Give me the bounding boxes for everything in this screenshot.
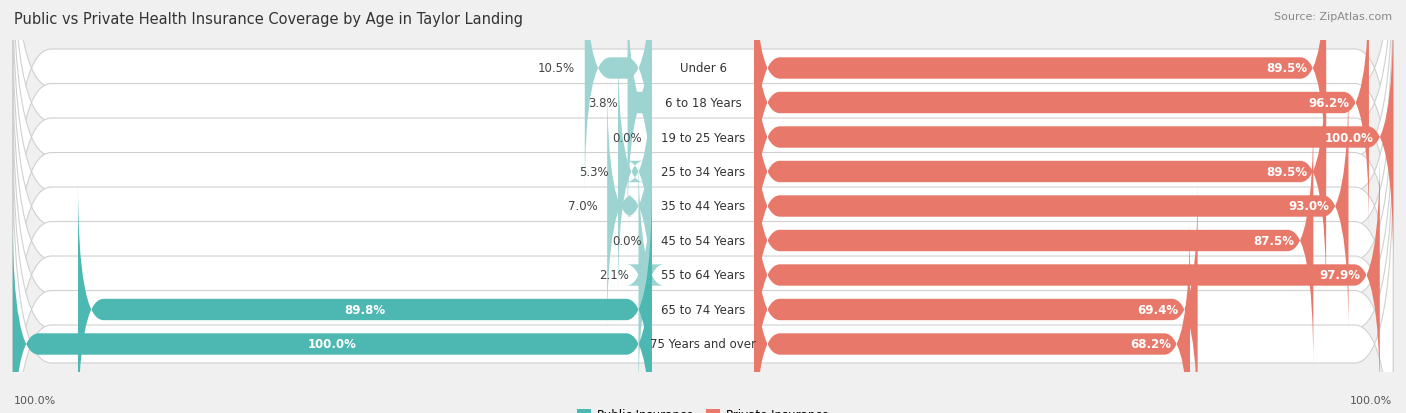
FancyBboxPatch shape [626, 0, 654, 230]
FancyBboxPatch shape [13, 217, 652, 413]
FancyBboxPatch shape [13, 0, 1393, 360]
Text: 100.0%: 100.0% [1350, 395, 1392, 405]
FancyBboxPatch shape [754, 114, 1313, 368]
Text: 25 to 34 Years: 25 to 34 Years [661, 166, 745, 178]
Text: 55 to 64 Years: 55 to 64 Years [661, 269, 745, 282]
Text: 10.5%: 10.5% [538, 62, 575, 75]
FancyBboxPatch shape [754, 148, 1379, 402]
Text: 100.0%: 100.0% [308, 338, 357, 351]
Text: 87.5%: 87.5% [1253, 235, 1294, 247]
FancyBboxPatch shape [754, 0, 1326, 196]
FancyBboxPatch shape [754, 217, 1189, 413]
Text: 0.0%: 0.0% [613, 235, 643, 247]
FancyBboxPatch shape [13, 0, 1393, 291]
FancyBboxPatch shape [754, 11, 1393, 265]
FancyBboxPatch shape [754, 45, 1326, 299]
Text: 68.2%: 68.2% [1130, 338, 1171, 351]
Text: Source: ZipAtlas.com: Source: ZipAtlas.com [1274, 12, 1392, 22]
FancyBboxPatch shape [13, 53, 1393, 413]
Text: 5.3%: 5.3% [579, 166, 609, 178]
FancyBboxPatch shape [619, 45, 652, 299]
FancyBboxPatch shape [754, 79, 1348, 334]
FancyBboxPatch shape [13, 19, 1393, 394]
Text: 19 to 25 Years: 19 to 25 Years [661, 131, 745, 144]
FancyBboxPatch shape [13, 0, 1393, 325]
FancyBboxPatch shape [626, 148, 664, 402]
Text: 93.0%: 93.0% [1288, 200, 1329, 213]
Text: 100.0%: 100.0% [1326, 131, 1374, 144]
Text: 69.4%: 69.4% [1137, 303, 1178, 316]
Text: 75 Years and over: 75 Years and over [650, 338, 756, 351]
Text: 2.1%: 2.1% [599, 269, 628, 282]
FancyBboxPatch shape [13, 122, 1393, 413]
Legend: Public Insurance, Private Insurance: Public Insurance, Private Insurance [572, 403, 834, 413]
Text: 89.5%: 89.5% [1265, 166, 1308, 178]
Text: 7.0%: 7.0% [568, 200, 598, 213]
Text: Public vs Private Health Insurance Coverage by Age in Taylor Landing: Public vs Private Health Insurance Cover… [14, 12, 523, 27]
Text: Under 6: Under 6 [679, 62, 727, 75]
Text: 89.8%: 89.8% [344, 303, 385, 316]
Text: 3.8%: 3.8% [588, 97, 619, 110]
FancyBboxPatch shape [585, 0, 652, 196]
FancyBboxPatch shape [754, 183, 1198, 413]
FancyBboxPatch shape [13, 157, 1393, 413]
FancyBboxPatch shape [754, 0, 1369, 230]
Text: 65 to 74 Years: 65 to 74 Years [661, 303, 745, 316]
Text: 97.9%: 97.9% [1320, 269, 1361, 282]
FancyBboxPatch shape [13, 0, 1393, 256]
Text: 45 to 54 Years: 45 to 54 Years [661, 235, 745, 247]
FancyBboxPatch shape [607, 79, 652, 334]
Text: 6 to 18 Years: 6 to 18 Years [665, 97, 741, 110]
FancyBboxPatch shape [77, 183, 652, 413]
Text: 0.0%: 0.0% [613, 131, 643, 144]
Text: 96.2%: 96.2% [1309, 97, 1350, 110]
Text: 100.0%: 100.0% [14, 395, 56, 405]
Text: 35 to 44 Years: 35 to 44 Years [661, 200, 745, 213]
FancyBboxPatch shape [13, 88, 1393, 413]
Text: 89.5%: 89.5% [1265, 62, 1308, 75]
